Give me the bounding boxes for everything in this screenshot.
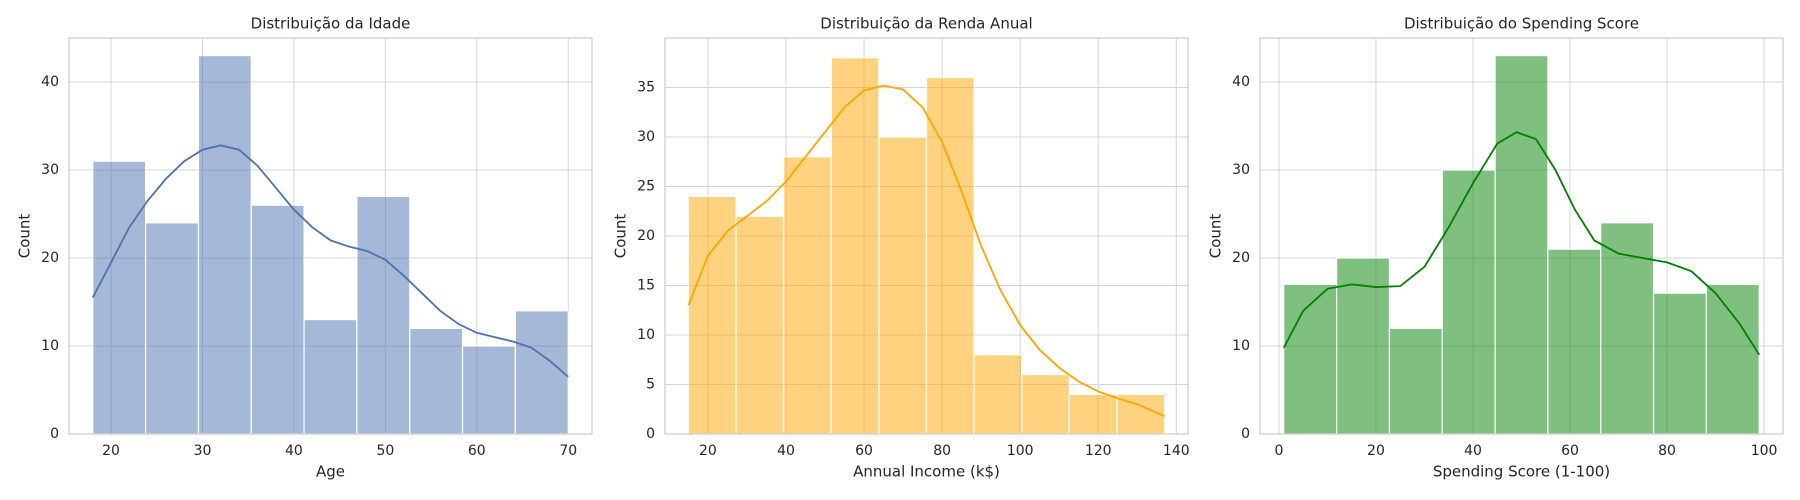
x-axis-label: Annual Income (k$) [853,463,1000,481]
bar [925,76,975,435]
x-tick-label: 20 [699,443,717,459]
x-tick-label: 120 [1085,443,1112,459]
x-axis-label: Spending Score (1-100) [1433,463,1610,481]
bar [92,160,147,435]
bar [1068,393,1118,435]
subplot: 20 40 60 80 100 120 140 0 5 10 15 20 25 30 35 Distribui… [612,15,1190,481]
y-tick-label: 0 [646,426,655,442]
kde-line [91,144,569,378]
y-tick-label: 10 [1232,338,1250,354]
y-tick-label: 10 [41,338,59,354]
x-tick-label: 40 [285,443,303,459]
bar [1652,292,1707,435]
x-tick-label: 60 [1561,443,1579,459]
y-tick-label: 20 [41,250,59,266]
x-tick-label: 70 [559,443,577,459]
x-tick-label: 100 [1007,443,1034,459]
bar [409,327,464,435]
bar [197,54,252,435]
bar [1388,327,1443,435]
bar [145,222,200,435]
x-axis-label: Age [316,463,345,481]
subplot-title: Distribuição do Spending Score [1404,15,1639,33]
bar [973,354,1023,435]
x-tick-label: 20 [1367,443,1385,459]
subplot: 20 30 40 50 60 70 0 10 20 30 40 Distribuição da Ida… [16,15,593,481]
axes-frame [68,37,593,435]
bar [461,345,516,435]
bar [830,57,880,435]
x-tick-label: 60 [468,443,486,459]
y-tick-label: 0 [50,426,59,442]
bar [1021,374,1070,435]
y-tick-label: 30 [1232,162,1250,178]
kde-line [1282,131,1760,356]
bar [303,319,358,435]
bar [514,310,569,435]
x-tick-label: 40 [1464,443,1482,459]
subplot-title: Distribuição da Idade [251,15,411,33]
kde-line [687,84,1165,418]
y-tick-label: 20 [1232,250,1250,266]
y-tick-label: 10 [637,327,655,343]
bar [1441,169,1496,435]
bar [687,195,737,435]
x-tick-label: 30 [194,443,212,459]
y-tick-label: 30 [637,129,655,145]
bar [356,195,411,435]
bar [1705,283,1760,435]
x-tick-label: 100 [1751,443,1778,459]
bar [1494,54,1549,435]
y-tick-label: 0 [1241,426,1250,442]
y-tick-label: 30 [41,162,59,178]
x-tick-label: 80 [1658,443,1676,459]
y-tick-label: 40 [41,74,59,90]
x-tick-label: 80 [933,443,951,459]
y-tick-label: 5 [646,377,655,393]
bar [1547,248,1602,435]
x-tick-label: 0 [1274,443,1283,459]
bar [1336,257,1391,435]
bar [1283,283,1338,435]
x-tick-label: 60 [855,443,873,459]
bar [250,204,305,435]
y-tick-label: 35 [637,80,655,96]
bar [878,136,928,435]
y-tick-label: 40 [1232,74,1250,90]
y-axis-label: Count [1207,214,1225,259]
y-tick-label: 25 [637,179,655,195]
axes-frame [1259,37,1784,435]
y-tick-label: 20 [637,228,655,244]
y-axis-label: Count [612,214,630,259]
y-axis-label: Count [16,214,34,259]
x-tick-label: 40 [777,443,795,459]
x-tick-label: 140 [1163,443,1190,459]
y-tick-label: 15 [637,278,655,294]
x-tick-label: 20 [102,443,120,459]
bar [783,156,832,435]
x-tick-label: 50 [376,443,394,459]
bar [735,215,785,435]
subplot-title: Distribuição da Renda Anual [820,15,1032,33]
axes-frame [664,37,1189,435]
subplot: 0 20 40 60 80 100 0 10 20 30 40 Distribuição do Spe… [1207,15,1784,481]
